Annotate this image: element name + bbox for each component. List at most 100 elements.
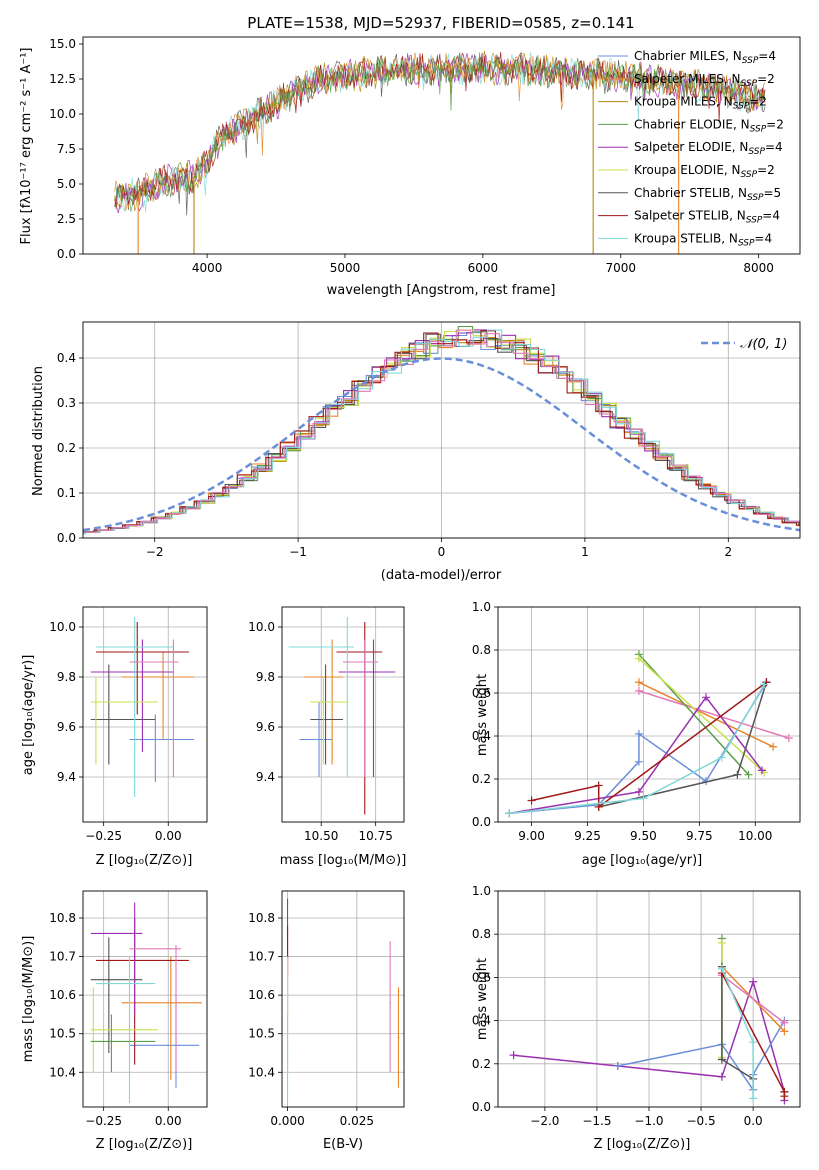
weight-point-marker (613, 1061, 622, 1070)
y-tick-label: 1.0 (472, 884, 491, 898)
y-tick-label: 10.5 (248, 1027, 275, 1041)
legend-label-value: =4 (762, 209, 780, 223)
hist-step-line (83, 330, 800, 533)
age-vs-mass-panel: 10.50 10.75 9.4 9.6 9.8 10.0 (248, 606, 405, 843)
y-tick-label: 10.6 (49, 988, 76, 1002)
errorbar-point (322, 701, 325, 703)
errorbar-point (162, 676, 164, 678)
hist-step-line (83, 329, 800, 535)
hist-series-group (83, 325, 800, 535)
errorbar-point (95, 701, 97, 703)
age-vs-Z-ylabel: age [log₁₀(age/yr)] (21, 655, 36, 776)
weight-series-line (509, 681, 768, 815)
legend-label-value: =2 (766, 117, 784, 131)
weight-point-marker (749, 977, 758, 986)
weight-point-marker (717, 938, 726, 947)
x-tick-label: 0.0 (744, 1114, 763, 1128)
weight-vs-Z-xlabel: Z [log₁₀(Z/Z⊙)] (594, 1137, 691, 1152)
weight-point-marker (634, 686, 643, 695)
y-tick-label: 10.0 (49, 107, 76, 121)
weight-vs-age-ylabel: mass weight (475, 674, 490, 756)
weight-point-marker (784, 734, 793, 743)
weight-point-marker (749, 1094, 758, 1103)
legend-label-value: =4 (758, 49, 776, 63)
spectrum-series-line (114, 50, 766, 212)
x-tick-label: 9.50 (630, 829, 657, 843)
weight-point-marker (634, 787, 643, 796)
legend-label: Chabrier ELODIE, NSSP=2 (634, 117, 784, 134)
errorbar-point (175, 948, 177, 950)
legend-label: Kroupa ELODIE, NSSP=2 (634, 163, 775, 180)
hist-step-line (83, 329, 800, 534)
mass-vs-Z-ylabel: mass [log₁₀(M/M⊙)] (21, 936, 36, 1063)
legend-label-value: =4 (765, 140, 783, 154)
weight-point-marker (780, 1092, 789, 1101)
y-tick-label: 0.0 (472, 1100, 491, 1114)
legend-label: Salpeter MILES, NSSP=2 (634, 72, 775, 89)
errorbar-point (331, 676, 333, 678)
weight-point-marker (639, 794, 648, 803)
weight-series-line (509, 684, 765, 815)
weight-series-line (638, 690, 790, 739)
x-tick-label: −1.0 (634, 1114, 663, 1128)
y-tick-label: 7.5 (57, 142, 76, 156)
x-tick-label: 0 (438, 545, 446, 559)
legend-label-sub: SSP (748, 147, 765, 157)
y-tick-label: 0.4 (472, 729, 491, 743)
errorbar-point (133, 646, 136, 648)
y-tick-label: 10.7 (49, 950, 76, 964)
y-tick-label: 10.4 (49, 1065, 76, 1079)
legend-label-text: Chabrier ELODIE, N (634, 117, 750, 131)
y-tick-label: 0.4 (472, 1014, 491, 1028)
weight-point-marker (780, 1027, 789, 1036)
legend-label-value: =4 (754, 231, 772, 245)
y-tick-label: 2.5 (57, 212, 76, 226)
x-tick-label: 1 (581, 545, 589, 559)
legend-label-sub: SSP (742, 56, 759, 66)
legend-label-value: =2 (757, 163, 775, 177)
age-vs-mass-xlabel: mass [log₁₀(M/M⊙)] (280, 853, 407, 868)
y-tick-label: 0.6 (472, 686, 491, 700)
weight-point-marker (717, 753, 726, 762)
weight-point-marker (527, 796, 536, 805)
y-tick-label: 0.0 (57, 531, 76, 545)
residuals-ylabel: Normed distribution (31, 366, 46, 496)
y-tick-label: 0.8 (472, 643, 491, 657)
errorbar-point (324, 718, 327, 721)
weight-point-marker (749, 1038, 758, 1047)
x-tick-label: −0.5 (686, 1114, 715, 1128)
y-tick-label: 5.0 (57, 177, 76, 191)
y-tick-label: 0.6 (472, 970, 491, 984)
legend-label-text: Kroupa MILES, N (634, 95, 733, 109)
x-tick-label: 6000 (468, 261, 499, 275)
legend-label-normal: 𝒩(0, 1) (740, 337, 787, 352)
errorbar-point (346, 646, 349, 648)
residuals-xlabel: (data-model)/error (381, 568, 502, 583)
legend-label: Chabrier STELIB, NSSP=5 (634, 186, 781, 203)
legend-label-text: Chabrier MILES, N (634, 49, 742, 63)
legend-label-sub: SSP (738, 238, 755, 248)
residuals-plot-area: −2 −1 0 1 2 0.0 0.1 0.2 0.3 0.4 (57, 321, 801, 559)
mass-vs-EBV-xlabel: E(B-V) (323, 1137, 363, 1152)
y-tick-label: 9.4 (57, 770, 76, 784)
legend-label-text: Salpeter STELIB, N (634, 209, 746, 223)
y-tick-label: 0.2 (472, 1057, 491, 1071)
weight-vs-Z-ylabel: mass weight (475, 958, 490, 1040)
weight-point-marker (634, 678, 643, 687)
weight-point-marker (594, 802, 603, 811)
y-tick-label: 0.2 (472, 772, 491, 786)
x-tick-label: 0.000 (270, 1114, 304, 1128)
legend-label: Salpeter ELODIE, NSSP=4 (634, 140, 783, 157)
weight-point-marker (769, 742, 778, 751)
weight-point-marker (717, 964, 726, 973)
weight-point-marker (780, 1018, 789, 1027)
residuals-legend: 𝒩(0, 1) (701, 337, 787, 352)
axes-frame (281, 890, 405, 1108)
axes-frame (497, 890, 801, 1108)
weight-vs-age-panel: 9.00 9.25 9.50 9.75 10.00 0.0 0.2 0.4 0.6 0.8 1.0 (472, 600, 801, 843)
x-tick-label: 0.025 (340, 1114, 374, 1128)
y-tick-label: 9.8 (57, 670, 76, 684)
y-tick-label: 0.3 (57, 396, 76, 410)
